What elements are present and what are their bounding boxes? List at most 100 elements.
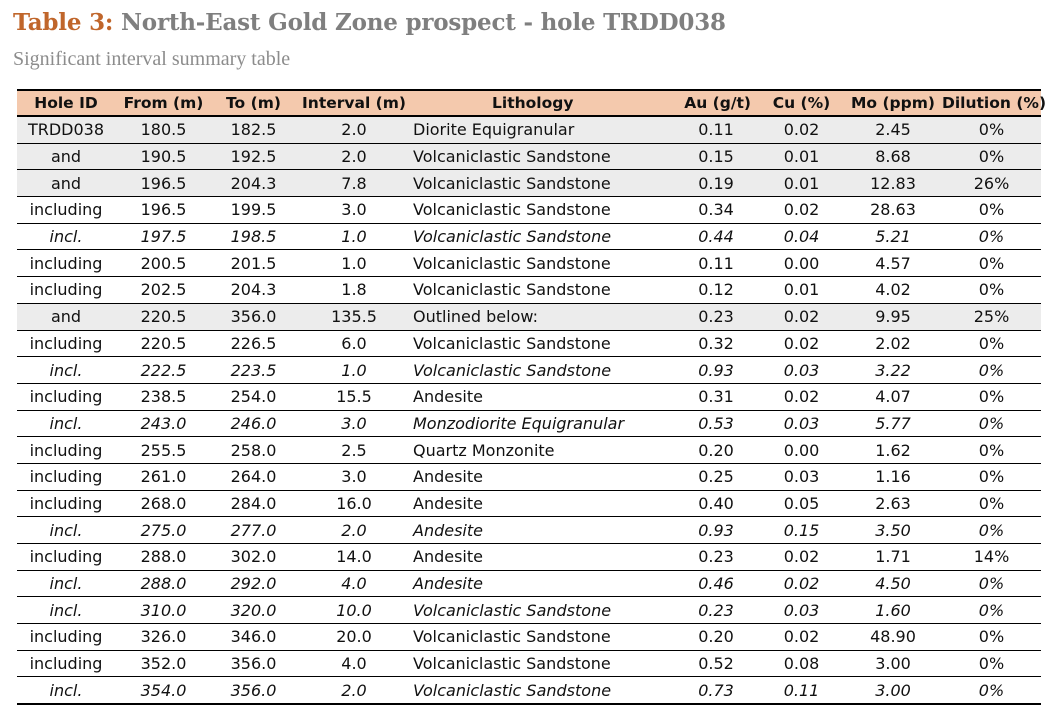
cell-from: 352.0	[115, 650, 212, 678]
cell-dilution: 0%	[942, 676, 1041, 706]
table-row: including 255.5 258.0 2.5 Quartz Monzonite 0.…	[17, 436, 1041, 464]
cell-cu: 0.05	[759, 490, 844, 518]
table-row: TRDD038 180.5 182.5 2.0 Diorite Equigranular…	[17, 116, 1041, 144]
cell-mo: 1.16	[844, 463, 942, 491]
cell-cu: 0.00	[759, 249, 844, 278]
cell-dilution: 0%	[942, 650, 1041, 678]
cell-from: 268.0	[115, 490, 212, 518]
cell-interval: 2.0	[295, 143, 413, 171]
cell-from: 180.5	[115, 116, 212, 144]
cell-dilution: 26%	[942, 169, 1041, 198]
cell-mo: 5.77	[844, 410, 942, 438]
cell-hole-id: including	[17, 330, 115, 358]
cell-hole-id: incl.	[17, 676, 115, 706]
cell-interval: 1.0	[295, 356, 413, 384]
cell-interval: 10.0	[295, 596, 413, 625]
cell-au: 0.93	[673, 516, 759, 544]
cell-dilution: 0%	[942, 383, 1041, 411]
cell-lithology: Diorite Equigranular	[413, 116, 673, 144]
cell-mo: 2.45	[844, 116, 942, 144]
header-to: To (m)	[212, 89, 295, 117]
cell-cu: 0.03	[759, 410, 844, 438]
cell-au: 0.32	[673, 330, 759, 358]
cell-from: 196.5	[115, 196, 212, 224]
cell-from: 243.0	[115, 410, 212, 438]
table-number-label: Table 3:	[13, 9, 114, 36]
header-mo: Mo (ppm)	[844, 89, 942, 117]
cell-cu: 0.03	[759, 356, 844, 384]
cell-mo: 4.07	[844, 383, 942, 411]
cell-hole-id: and	[17, 143, 115, 171]
cell-from: 222.5	[115, 356, 212, 384]
cell-dilution: 0%	[942, 463, 1041, 491]
header-cu: Cu (%)	[759, 89, 844, 117]
cell-to: 277.0	[212, 516, 295, 544]
cell-cu: 0.11	[759, 676, 844, 706]
header-hole-id: Hole ID	[17, 89, 115, 117]
cell-hole-id: incl.	[17, 356, 115, 384]
cell-mo: 1.60	[844, 596, 942, 625]
cell-to: 223.5	[212, 356, 295, 384]
cell-interval: 15.5	[295, 383, 413, 411]
cell-au: 0.23	[673, 303, 759, 331]
cell-from: 310.0	[115, 596, 212, 625]
cell-from: 288.0	[115, 543, 212, 571]
cell-interval: 3.0	[295, 463, 413, 491]
cell-lithology: Andesite	[413, 516, 673, 544]
table-row: and 220.5 356.0 135.5 Outlined below: 0.23 0.0…	[17, 303, 1041, 331]
table-row: incl. 354.0 356.0 2.0 Volcaniclastic Sandsto…	[17, 676, 1041, 706]
cell-interval: 2.0	[295, 116, 413, 144]
cell-from: 255.5	[115, 436, 212, 464]
cell-from: 288.0	[115, 570, 212, 598]
cell-dilution: 0%	[942, 596, 1041, 625]
cell-interval: 4.0	[295, 650, 413, 678]
cell-hole-id: incl.	[17, 223, 115, 251]
table-row: including 326.0 346.0 20.0 Volcaniclastic Sa…	[17, 623, 1041, 651]
cell-dilution: 0%	[942, 623, 1041, 651]
cell-to: 284.0	[212, 490, 295, 518]
cell-au: 0.31	[673, 383, 759, 411]
cell-hole-id: and	[17, 303, 115, 331]
cell-au: 0.20	[673, 436, 759, 464]
cell-lithology: Volcaniclastic Sandstone	[413, 623, 673, 651]
cell-au: 0.25	[673, 463, 759, 491]
cell-dilution: 0%	[942, 330, 1041, 358]
cell-dilution: 0%	[942, 196, 1041, 224]
table-row: incl. 222.5 223.5 1.0 Volcaniclastic Sandsto…	[17, 356, 1041, 384]
cell-hole-id: including	[17, 196, 115, 224]
cell-au: 0.23	[673, 543, 759, 571]
table-row: incl. 197.5 198.5 1.0 Volcaniclastic Sandsto…	[17, 223, 1041, 251]
cell-hole-id: including	[17, 650, 115, 678]
cell-au: 0.19	[673, 169, 759, 198]
cell-cu: 0.02	[759, 196, 844, 224]
cell-to: 204.3	[212, 276, 295, 304]
header-interval: Interval (m)	[295, 89, 413, 117]
cell-lithology: Andesite	[413, 463, 673, 491]
cell-au: 0.44	[673, 223, 759, 251]
cell-lithology: Andesite	[413, 570, 673, 598]
cell-mo: 2.02	[844, 330, 942, 358]
table-row: including 238.5 254.0 15.5 Andesite 0.31 0.02 4…	[17, 383, 1041, 411]
cell-hole-id: including	[17, 436, 115, 464]
cell-interval: 7.8	[295, 169, 413, 198]
cell-mo: 3.22	[844, 356, 942, 384]
cell-mo: 3.00	[844, 650, 942, 678]
cell-to: 356.0	[212, 303, 295, 331]
cell-from: 196.5	[115, 169, 212, 198]
cell-au: 0.11	[673, 116, 759, 144]
cell-lithology: Volcaniclastic Sandstone	[413, 596, 673, 625]
table-body: TRDD038 180.5 182.5 2.0 Diorite Equigranular…	[17, 116, 1041, 706]
cell-hole-id: TRDD038	[17, 116, 115, 144]
cell-to: 302.0	[212, 543, 295, 571]
cell-interval: 2.0	[295, 516, 413, 544]
cell-interval: 135.5	[295, 303, 413, 331]
cell-hole-id: including	[17, 623, 115, 651]
cell-mo: 2.63	[844, 490, 942, 518]
cell-cu: 0.15	[759, 516, 844, 544]
cell-mo: 8.68	[844, 143, 942, 171]
cell-mo: 4.50	[844, 570, 942, 598]
cell-cu: 0.01	[759, 169, 844, 198]
cell-cu: 0.03	[759, 463, 844, 491]
cell-interval: 3.0	[295, 196, 413, 224]
cell-hole-id: incl.	[17, 570, 115, 598]
